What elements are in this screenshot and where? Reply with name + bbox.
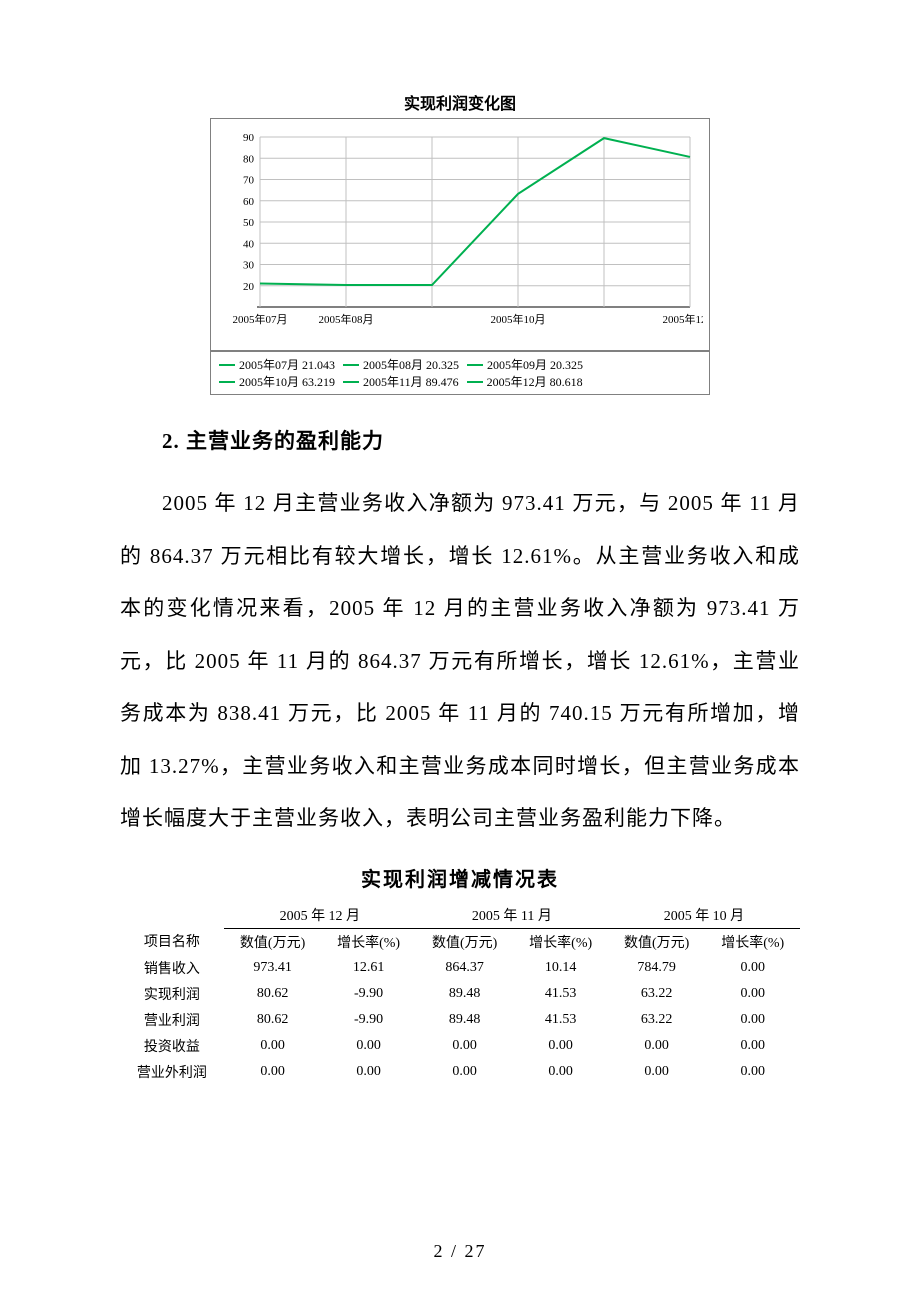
table-col-value: 数值(万元) (416, 928, 514, 955)
svg-text:70: 70 (243, 175, 255, 187)
table-subheader-row: 项目名称数值(万元)增长率(%)数值(万元)增长率(%)数值(万元)增长率(%) (120, 928, 800, 955)
legend-item: 2005年08月 20.325 (343, 356, 459, 373)
table-col-value: 数值(万元) (224, 928, 322, 955)
table-cell: 63.22 (608, 1007, 706, 1033)
table-cell: -9.90 (321, 1007, 415, 1033)
svg-text:2005年07月: 2005年07月 (233, 312, 288, 326)
document-page: 实现利润变化图 20 30 40 50 60 70 80 90 2005年07月 2005年08月… (0, 0, 920, 1302)
chart-svg: 20 30 40 50 60 70 80 90 2005年07月 2005年08月 2005年10月… (217, 127, 703, 337)
table-row: 营业利润80.62-9.9089.4841.5363.220.00 (120, 1007, 800, 1033)
table-row-label: 投资收益 (120, 1033, 224, 1059)
table-row-label: 营业外利润 (120, 1059, 224, 1085)
table-col-value: 数值(万元) (608, 928, 706, 955)
svg-text:2005年12月: 2005年12月 (663, 312, 704, 326)
table-cell: 973.41 (224, 955, 322, 981)
table-period-header: 2005 年 12 月 (224, 902, 416, 929)
table-cell: 784.79 (608, 955, 706, 981)
svg-text:50: 50 (243, 217, 255, 229)
legend-swatch (219, 381, 235, 383)
legend-label: 2005年07月 21.043 (239, 356, 335, 373)
table-cell: -9.90 (321, 981, 415, 1007)
table-cell: 41.53 (513, 981, 607, 1007)
table-row: 投资收益0.000.000.000.000.000.00 (120, 1033, 800, 1059)
table-period-header: 2005 年 11 月 (416, 902, 608, 929)
legend-label: 2005年12月 80.618 (487, 373, 583, 390)
page-number: 2 / 27 (0, 1241, 920, 1262)
table-cell: 63.22 (608, 981, 706, 1007)
profit-table: 2005 年 12 月2005 年 11 月2005 年 10 月项目名称数值(… (120, 902, 800, 1085)
table-cell: 0.00 (608, 1033, 706, 1059)
legend-swatch (467, 364, 483, 366)
table-row-label: 销售收入 (120, 955, 224, 981)
table-col-growth: 增长率(%) (321, 928, 415, 955)
svg-text:60: 60 (243, 196, 255, 208)
table-cell: 80.62 (224, 981, 322, 1007)
table-title: 实现利润增减情况表 (120, 863, 800, 892)
table-cell: 0.00 (705, 1007, 800, 1033)
legend-row: 2005年07月 21.043 2005年08月 20.325 2005年09月… (219, 356, 701, 373)
table-cell: 0.00 (224, 1033, 322, 1059)
chart-legend: 2005年07月 21.043 2005年08月 20.325 2005年09月… (210, 351, 710, 395)
table-cell: 0.00 (321, 1059, 415, 1085)
table-cell: 10.14 (513, 955, 607, 981)
table-period-header: 2005 年 10 月 (608, 902, 800, 929)
legend-swatch (343, 381, 359, 383)
legend-row: 2005年10月 63.219 2005年11月 89.476 2005年12月… (219, 373, 701, 390)
section-heading: 2. 主营业务的盈利能力 (120, 425, 800, 455)
svg-text:30: 30 (243, 260, 255, 272)
table-cell: 864.37 (416, 955, 514, 981)
table-col-growth: 增长率(%) (513, 928, 607, 955)
body-paragraph: 2005 年 12 月主营业务收入净额为 973.41 万元，与 2005 年 … (120, 477, 800, 845)
legend-item: 2005年09月 20.325 (467, 356, 583, 373)
svg-text:2005年10月: 2005年10月 (491, 312, 546, 326)
chart-title: 实现利润变化图 (210, 90, 710, 114)
table-cell: 0.00 (416, 1033, 514, 1059)
legend-label: 2005年09月 20.325 (487, 356, 583, 373)
table-cell: 0.00 (321, 1033, 415, 1059)
table-cell: 0.00 (513, 1059, 607, 1085)
table-col-growth: 增长率(%) (705, 928, 800, 955)
legend-swatch (343, 364, 359, 366)
table-row-label: 营业利润 (120, 1007, 224, 1033)
legend-label: 2005年11月 89.476 (363, 373, 459, 390)
table-corner (120, 902, 224, 929)
table-cell: 80.62 (224, 1007, 322, 1033)
svg-text:90: 90 (243, 132, 255, 144)
legend-label: 2005年10月 63.219 (239, 373, 335, 390)
legend-swatch (467, 381, 483, 383)
legend-item: 2005年11月 89.476 (343, 373, 459, 390)
svg-text:20: 20 (243, 281, 255, 293)
legend-item: 2005年12月 80.618 (467, 373, 583, 390)
table-period-row: 2005 年 12 月2005 年 11 月2005 年 10 月 (120, 902, 800, 929)
table-cell: 0.00 (513, 1033, 607, 1059)
table-cell: 0.00 (416, 1059, 514, 1085)
table-cell: 41.53 (513, 1007, 607, 1033)
table-row: 营业外利润0.000.000.000.000.000.00 (120, 1059, 800, 1085)
legend-item: 2005年10月 63.219 (219, 373, 335, 390)
table-rowlabel-header: 项目名称 (120, 928, 224, 955)
table-cell: 89.48 (416, 1007, 514, 1033)
table-cell: 0.00 (705, 981, 800, 1007)
table-cell: 0.00 (608, 1059, 706, 1085)
table-cell: 0.00 (224, 1059, 322, 1085)
svg-text:80: 80 (243, 153, 255, 165)
profit-chart: 实现利润变化图 20 30 40 50 60 70 80 90 2005年07月 2005年08月… (210, 90, 710, 395)
table-cell: 0.00 (705, 1033, 800, 1059)
table-row-label: 实现利润 (120, 981, 224, 1007)
table-row: 实现利润80.62-9.9089.4841.5363.220.00 (120, 981, 800, 1007)
chart-plot-area: 20 30 40 50 60 70 80 90 2005年07月 2005年08月 2005年10月… (210, 118, 710, 351)
table-cell: 0.00 (705, 955, 800, 981)
svg-text:2005年08月: 2005年08月 (319, 312, 374, 326)
legend-item: 2005年07月 21.043 (219, 356, 335, 373)
legend-label: 2005年08月 20.325 (363, 356, 459, 373)
table-cell: 12.61 (321, 955, 415, 981)
table-cell: 89.48 (416, 981, 514, 1007)
legend-swatch (219, 364, 235, 366)
svg-text:40: 40 (243, 238, 255, 250)
table-cell: 0.00 (705, 1059, 800, 1085)
table-row: 销售收入973.4112.61864.3710.14784.790.00 (120, 955, 800, 981)
